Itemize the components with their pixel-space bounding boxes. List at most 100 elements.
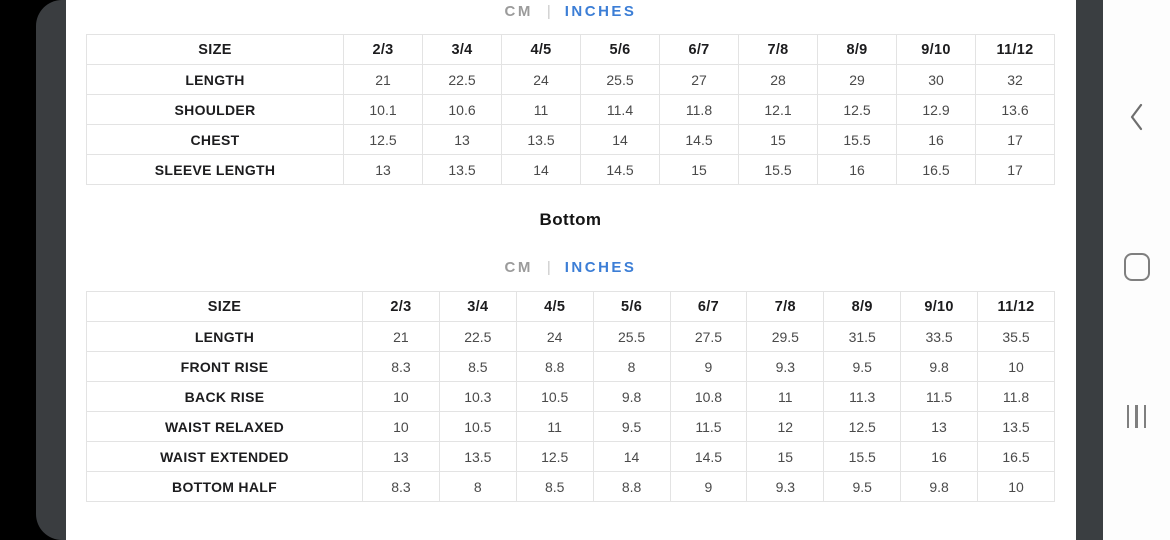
measurement-value: 12.5 [823, 411, 902, 442]
toggle-divider: | [546, 258, 551, 276]
measurement-value: 22.5 [438, 321, 517, 352]
measurement-row: CHEST 12.5 13 13.5 14 14.5 15 15.5 16 17 [86, 124, 1055, 155]
recents-icon [1126, 405, 1147, 428]
measurement-row: SHOULDER 10.1 10.6 11 11.4 11.8 12.1 12.5 12.9 13… [86, 94, 1055, 125]
size-column-header: 2/3 [343, 34, 423, 65]
back-button[interactable] [1103, 100, 1170, 134]
measurement-value: 8.5 [515, 471, 594, 502]
measurement-value: 10.6 [422, 94, 502, 125]
measurement-value: 11 [501, 94, 581, 125]
measurement-value: 9.5 [592, 411, 671, 442]
measurement-value: 10.5 [438, 411, 517, 442]
home-icon [1123, 253, 1150, 281]
measurement-row: LENGTH 21 22.5 24 25.5 27 28 29 30 32 [86, 64, 1055, 95]
measurement-value: 29 [817, 64, 897, 95]
inches-option[interactable]: INCHES [564, 2, 637, 20]
chevron-left-icon [1130, 103, 1143, 131]
size-header-cell: SIZE [86, 34, 344, 65]
measurement-value: 12.1 [738, 94, 818, 125]
measurement-value: 27 [659, 64, 739, 95]
measurement-value: 8 [592, 351, 671, 382]
measurement-value: 12.5 [343, 124, 423, 155]
measurement-value: 11 [515, 411, 594, 442]
bottom-size-table: SIZE 2/3 3/4 4/5 5/6 6/7 7/8 8/9 9/10 11/12 LENGTH… [86, 291, 1055, 502]
measurement-row: BOTTOM HALF 8.3 8 8.5 8.8 9 9.3 9.5 9.8 10 [86, 471, 1055, 502]
size-column-header: 3/4 [438, 291, 517, 322]
size-column-header: 7/8 [746, 291, 825, 322]
measurement-label: WAIST EXTENDED [86, 441, 363, 472]
measurement-value: 27.5 [669, 321, 748, 352]
size-column-header: 11/12 [975, 34, 1055, 65]
measurement-value: 9.3 [746, 351, 825, 382]
size-header-cell: SIZE [86, 291, 363, 322]
measurement-value: 33.5 [900, 321, 978, 352]
measurement-value: 12.5 [817, 94, 897, 125]
size-column-header: 8/9 [817, 34, 897, 65]
measurement-value: 29.5 [746, 321, 825, 352]
measurement-value: 25.5 [580, 64, 660, 95]
toggle-divider: | [546, 2, 551, 20]
measurement-value: 30 [896, 64, 976, 95]
measurement-value: 11 [746, 381, 825, 412]
measurement-label: LENGTH [86, 64, 344, 95]
measurement-value: 9 [669, 471, 748, 502]
measurement-value: 10 [362, 411, 440, 442]
measurement-value: 15 [659, 154, 739, 185]
measurement-value: 21 [343, 64, 423, 95]
measurement-value: 16 [900, 441, 978, 472]
size-column-header: 3/4 [422, 34, 502, 65]
measurement-label: WAIST RELAXED [86, 411, 363, 442]
measurement-value: 21 [362, 321, 440, 352]
bottom-section-title: Bottom [539, 210, 602, 229]
unit-toggle-bottom: CM | INCHES [86, 255, 1055, 279]
measurement-value: 8 [438, 471, 517, 502]
measurement-value: 15 [746, 441, 825, 472]
measurement-value: 10.1 [343, 94, 423, 125]
right-screen-edge-panel [1076, 0, 1103, 540]
measurement-row: FRONT RISE 8.3 8.5 8.8 8 9 9.3 9.5 9.8 10 [86, 351, 1055, 382]
measurement-value: 12.9 [896, 94, 976, 125]
measurement-label: BOTTOM HALF [86, 471, 363, 502]
measurement-value: 15.5 [823, 441, 902, 472]
size-column-header: 6/7 [659, 34, 739, 65]
cm-option[interactable]: CM [504, 258, 533, 276]
measurement-value: 11.5 [900, 381, 978, 412]
measurement-label: FRONT RISE [86, 351, 363, 382]
measurement-value: 9.5 [823, 471, 902, 502]
measurement-value: 15.5 [817, 124, 897, 155]
measurement-value: 9.8 [592, 381, 671, 412]
measurement-label: LENGTH [86, 321, 363, 352]
measurement-value: 14.5 [580, 154, 660, 185]
measurement-value: 11.5 [669, 411, 748, 442]
measurement-value: 16.5 [977, 441, 1055, 472]
size-column-header: 8/9 [823, 291, 902, 322]
size-column-header: 6/7 [669, 291, 748, 322]
measurement-value: 9.8 [900, 351, 978, 382]
left-screen-edge-panel [36, 0, 66, 540]
inches-option[interactable]: INCHES [564, 258, 637, 276]
measurement-value: 13.5 [422, 154, 502, 185]
recents-button[interactable] [1103, 403, 1170, 430]
size-column-header: 2/3 [362, 291, 440, 322]
cm-option[interactable]: CM [504, 2, 533, 20]
measurement-value: 8.3 [362, 351, 440, 382]
table-header-row: SIZE 2/3 3/4 4/5 5/6 6/7 7/8 8/9 9/10 11/12 [86, 291, 1055, 322]
size-column-header: 4/5 [515, 291, 594, 322]
measurement-value: 35.5 [977, 321, 1055, 352]
size-column-header: 7/8 [738, 34, 818, 65]
table-header-row: SIZE 2/3 3/4 4/5 5/6 6/7 7/8 8/9 9/10 11/12 [86, 34, 1055, 65]
size-column-header: 4/5 [501, 34, 581, 65]
measurement-value: 14.5 [659, 124, 739, 155]
measurement-value: 11.8 [659, 94, 739, 125]
size-chart-content: CM | INCHES SIZE 2/3 3/4 4/5 5/6 6/7 7/8 8/9 9/1… [66, 0, 1076, 540]
measurement-value: 12.5 [515, 441, 594, 472]
home-button[interactable] [1103, 252, 1170, 282]
measurement-value: 16 [896, 124, 976, 155]
measurement-value: 10 [977, 351, 1055, 382]
measurement-value: 25.5 [592, 321, 671, 352]
measurement-value: 13.5 [438, 441, 517, 472]
measurement-value: 11.8 [977, 381, 1055, 412]
measurement-value: 9 [669, 351, 748, 382]
measurement-value: 13.6 [975, 94, 1055, 125]
measurement-label: SLEEVE LENGTH [86, 154, 344, 185]
